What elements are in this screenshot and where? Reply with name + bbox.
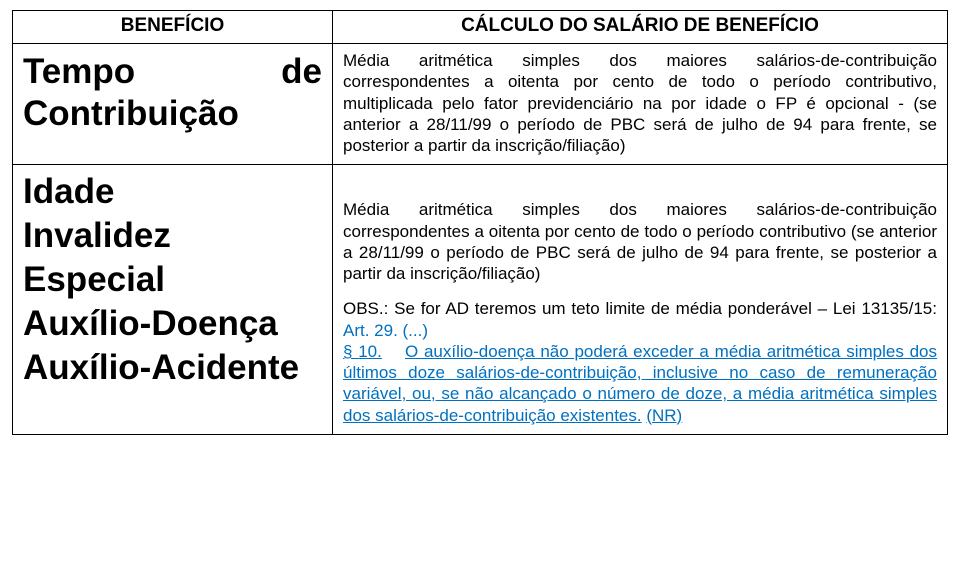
obs-paragraph: § 10. O auxílio-doença não poderá excede… <box>343 341 937 426</box>
cell-calc-list: Média aritmética simples dos maiores sal… <box>333 165 948 435</box>
obs-para-body: O auxílio-doença não poderá exceder a mé… <box>343 342 937 425</box>
obs-art-ref: Art. 29. (...) <box>343 321 428 340</box>
benefit-de-connector: de <box>281 52 322 92</box>
cell-benefit-list: Idade Invalidez Especial Auxílio-Doença … <box>13 165 333 435</box>
cell-calc-tempo: Média aritmética simples dos maiores sal… <box>333 44 948 165</box>
benefit-list: Idade Invalidez Especial Auxílio-Doença … <box>23 171 322 389</box>
benefit-idade: Idade <box>23 171 322 213</box>
table-row: Idade Invalidez Especial Auxílio-Doença … <box>13 165 948 435</box>
cell-benefit-tempo: de Tempo Contribuição <box>13 44 333 165</box>
calc-text-list: Média aritmética simples dos maiores sal… <box>343 199 937 284</box>
benefit-title-tempo: Tempo <box>23 52 322 92</box>
table-header-row: BENEFÍCIO CÁLCULO DO SALÁRIO DE BENEFÍCI… <box>13 11 948 44</box>
obs-block: OBS.: Se for AD teremos um teto limite d… <box>343 298 937 426</box>
benefit-invalidez: Invalidez <box>23 215 322 257</box>
page: BENEFÍCIO CÁLCULO DO SALÁRIO DE BENEFÍCI… <box>0 0 960 572</box>
table-row: de Tempo Contribuição Média aritmética s… <box>13 44 948 165</box>
obs-intro: OBS.: Se for AD teremos um teto limite d… <box>343 298 937 341</box>
header-calculo: CÁLCULO DO SALÁRIO DE BENEFÍCIO <box>333 11 948 44</box>
benefit-especial: Especial <box>23 259 322 301</box>
benefit-title-contribuicao: Contribuição <box>23 94 322 134</box>
obs-nr: (NR) <box>646 406 682 425</box>
benefit-auxilio-acidente: Auxílio-Acidente <box>23 347 322 389</box>
obs-prefix: OBS.: Se for AD teremos um teto limite d… <box>343 299 937 318</box>
calc-text-tempo: Média aritmética simples dos maiores sal… <box>343 50 937 156</box>
benefit-auxilio-doenca: Auxílio-Doença <box>23 303 322 345</box>
obs-para-num: § 10. <box>343 342 382 361</box>
benefit-table: BENEFÍCIO CÁLCULO DO SALÁRIO DE BENEFÍCI… <box>12 10 948 435</box>
header-beneficio: BENEFÍCIO <box>13 11 333 44</box>
